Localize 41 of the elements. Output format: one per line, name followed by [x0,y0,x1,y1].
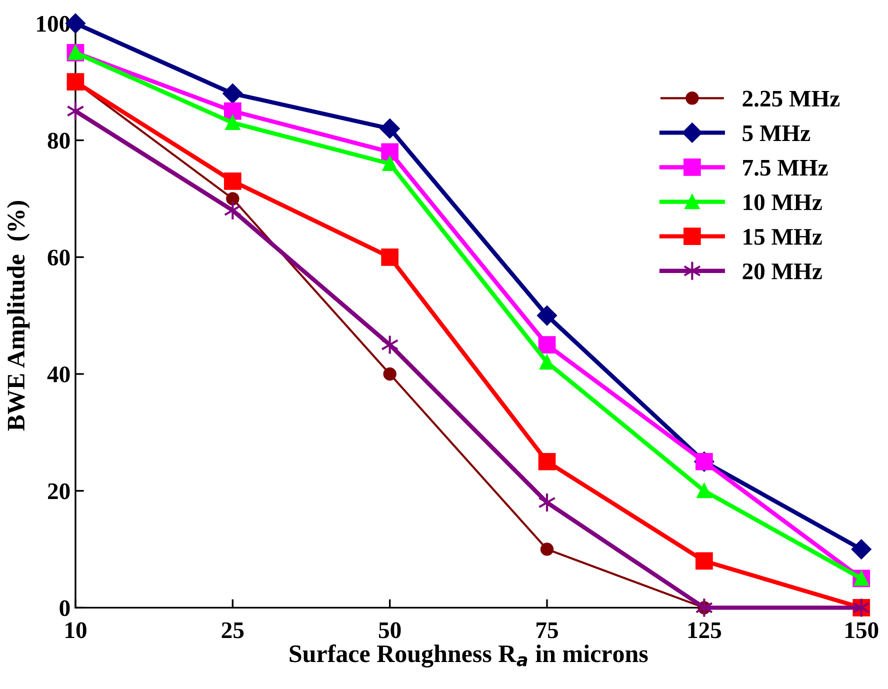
point [66,73,84,91]
legend-label: 10 MHz [744,194,822,210]
legend-label: 7.5 MHz [743,160,828,176]
point [695,598,714,618]
y-tick-label: 0 [60,600,70,616]
point [696,484,712,498]
point [851,539,872,560]
point [224,102,242,120]
point [224,172,242,190]
point [381,248,399,266]
point [383,367,396,381]
x-axis-title: Surface Roughness R$_{a}$ in microns [290,644,648,668]
x-tick-label: 10 [66,622,86,638]
point [696,552,713,570]
point [222,84,243,104]
point [538,492,556,513]
legend-label: 2.25 MHz [742,90,840,107]
x-tick-label: 150 [846,622,878,638]
legend-label: 20 MHz [742,263,822,280]
x-tick-label: 75 [536,622,558,638]
point [226,192,240,206]
legend-label: 15 MHz [744,229,822,245]
point [540,542,554,556]
y-tick-label: 80 [48,132,70,149]
point [537,306,557,326]
y-axis-title: BWE Amplitude (%) [6,201,30,431]
point [381,143,399,161]
point [540,355,554,370]
legend-label: 5 MHz [742,125,810,142]
y-tick-label: 40 [47,366,70,382]
point [382,156,398,171]
point [380,334,399,355]
point [225,115,240,130]
x-tick-label: 25 [222,622,244,638]
x-tick-label: 125 [688,622,722,638]
y-tick-label: 20 [48,483,70,500]
point [380,118,400,138]
point [538,452,556,470]
point [538,336,556,354]
x-tick-label: 50 [378,622,401,638]
y-tick-label: 60 [48,250,70,266]
